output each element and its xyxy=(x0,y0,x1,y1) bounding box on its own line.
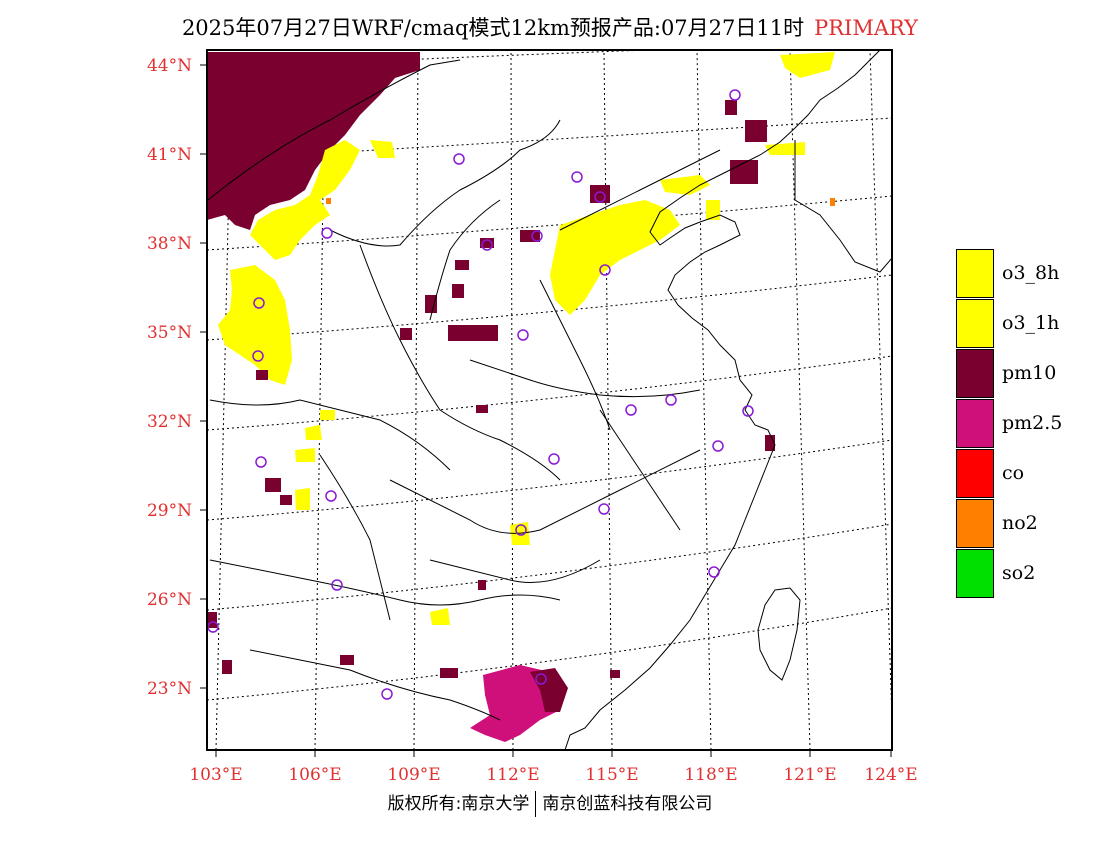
legend-label: pm10 xyxy=(1002,362,1057,384)
o3-patch xyxy=(320,410,335,420)
graticule xyxy=(207,50,892,750)
legend-item-o3-1h: o3_1h xyxy=(956,299,1100,349)
lat-label: 23°N xyxy=(146,679,192,699)
lat-label: 41°N xyxy=(146,145,192,165)
lon-label: 103°E xyxy=(189,765,243,785)
lon-label: 121°E xyxy=(783,765,837,785)
o3-patch xyxy=(295,488,310,510)
lat-label: 32°N xyxy=(146,412,192,432)
legend-label: no2 xyxy=(1002,512,1038,534)
legend-item-pm25: pm2.5 xyxy=(956,399,1100,449)
lon-label: 112°E xyxy=(486,765,540,785)
legend-label: so2 xyxy=(1002,562,1036,584)
lon-ticks xyxy=(215,750,892,757)
o3-patch xyxy=(660,175,710,195)
map-title: 2025年07月27日WRF/cmaq模式12km预报产品:07月27日11时 P… xyxy=(0,12,1100,42)
legend-item-no2: no2 xyxy=(956,499,1100,549)
o3-patch xyxy=(305,425,322,440)
legend-swatch xyxy=(956,399,994,448)
lat-label: 38°N xyxy=(146,234,192,254)
o3-patch xyxy=(370,140,395,158)
legend-swatch xyxy=(956,299,994,348)
legend-swatch xyxy=(956,499,994,548)
legend-swatch xyxy=(956,249,994,298)
o3-patch xyxy=(295,448,315,462)
legend-label: co xyxy=(1002,462,1025,484)
o3-region-west xyxy=(218,265,292,385)
title-tag: PRIMARY xyxy=(814,16,919,40)
station-markers xyxy=(207,89,754,700)
taiwan-outline xyxy=(757,587,801,681)
legend-item-co: co xyxy=(956,449,1100,499)
pm10-region-northwest xyxy=(207,52,420,230)
lat-ticks xyxy=(200,64,207,689)
legend-label: o3_1h xyxy=(1002,312,1060,334)
legend: o3_8h o3_1h pm10 pm2.5 co no2 so2 xyxy=(956,249,1100,599)
footer-divider xyxy=(535,791,537,817)
legend-swatch xyxy=(956,349,994,398)
legend-item-so2: so2 xyxy=(956,549,1100,599)
no2-patch xyxy=(830,198,835,206)
boundaries xyxy=(207,50,892,750)
title-main: 2025年07月27日WRF/cmaq模式12km预报产品:07月27日11时 xyxy=(181,16,805,40)
o3-region-north xyxy=(250,140,360,260)
legend-swatch xyxy=(956,449,994,498)
copyright-owner: 版权所有:南京大学 xyxy=(387,794,530,814)
o3-patch xyxy=(430,608,450,625)
pm10-patch-south xyxy=(530,668,568,712)
legend-item-o3-8h: o3_8h xyxy=(956,249,1100,299)
o3-region-central xyxy=(550,200,680,315)
copyright-footer: 版权所有:南京大学 南京创蓝科技有限公司 xyxy=(0,789,1100,817)
map-frame xyxy=(206,49,893,751)
lon-label: 124°E xyxy=(864,765,918,785)
o3-patch xyxy=(780,52,835,78)
lon-label: 118°E xyxy=(684,765,738,785)
legend-swatch xyxy=(956,549,994,598)
legend-label: pm2.5 xyxy=(1002,412,1063,434)
pm10-patches xyxy=(207,100,775,678)
no2-patch xyxy=(326,198,331,204)
lat-label: 44°N xyxy=(146,56,192,76)
legend-item-pm10: pm10 xyxy=(956,349,1100,399)
lon-label: 106°E xyxy=(288,765,342,785)
lat-label: 26°N xyxy=(146,590,192,610)
lat-label: 29°N xyxy=(146,501,192,521)
o3-patch xyxy=(706,200,720,220)
copyright-company: 南京创蓝科技有限公司 xyxy=(542,794,713,814)
lon-label: 115°E xyxy=(585,765,639,785)
legend-label: o3_8h xyxy=(1002,262,1060,284)
lon-label: 109°E xyxy=(387,765,441,785)
lat-label: 35°N xyxy=(146,323,192,343)
